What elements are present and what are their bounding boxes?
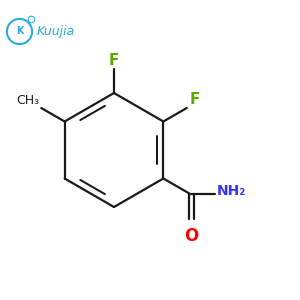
- Text: NH₂: NH₂: [216, 184, 246, 197]
- Text: K: K: [16, 26, 23, 37]
- Text: CH₃: CH₃: [16, 94, 40, 106]
- Text: F: F: [109, 52, 119, 68]
- Text: F: F: [190, 92, 200, 106]
- Text: O: O: [184, 226, 199, 244]
- Text: Kuujia: Kuujia: [37, 25, 75, 38]
